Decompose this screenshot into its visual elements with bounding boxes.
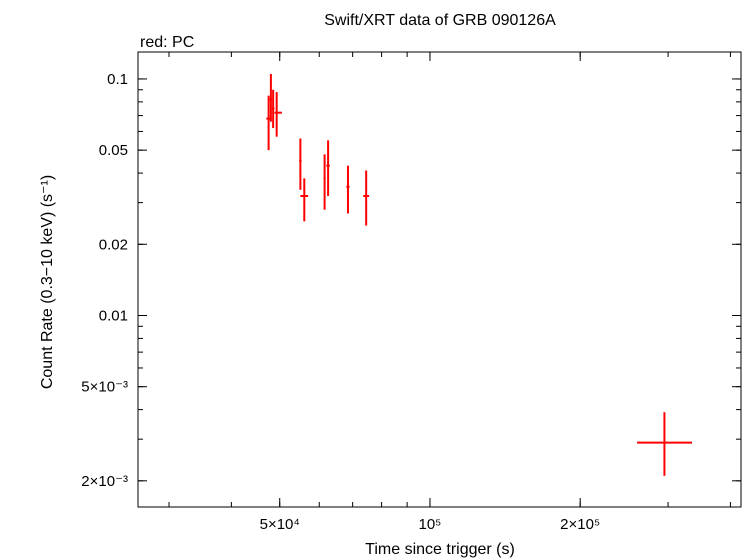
data-point [363, 170, 370, 226]
y-axis-label: Count Rate (0.3−10 keV) (s⁻¹) [39, 175, 56, 389]
y-tick-label: 0.1 [107, 71, 128, 88]
data-point [323, 154, 326, 210]
y-tick-label: 5×10⁻³ [81, 379, 128, 396]
data-point [300, 178, 309, 222]
data-point [271, 89, 275, 129]
data-point [269, 73, 273, 122]
y-tick-label: 0.05 [99, 142, 128, 159]
chart-subtitle: red: PC [140, 34, 194, 51]
chart-title: Swift/XRT data of GRB 090126A [324, 12, 556, 29]
axis-ticks: 0.1 0.05 0.02 0.01 5×10⁻³ 2×10⁻³ 5×10⁴ 10⁵ 2×10⁵ [81, 52, 741, 533]
x-tick-label: 10⁵ [419, 516, 442, 533]
y-tick-label: 2×10⁻³ [81, 473, 128, 490]
x-tick-label: 2×10⁵ [560, 516, 600, 533]
data-point [299, 138, 302, 190]
plot-frame [137, 51, 742, 508]
x-axis-label: Time since trigger (s) [365, 541, 515, 558]
data-point [326, 140, 330, 197]
data-point [637, 412, 692, 476]
data-point [274, 92, 282, 137]
y-tick-label: 0.02 [99, 236, 128, 253]
data-point [346, 165, 350, 214]
data-points [266, 73, 692, 476]
y-tick-label: 0.01 [99, 307, 128, 324]
x-tick-label: 5×10⁴ [260, 516, 300, 533]
